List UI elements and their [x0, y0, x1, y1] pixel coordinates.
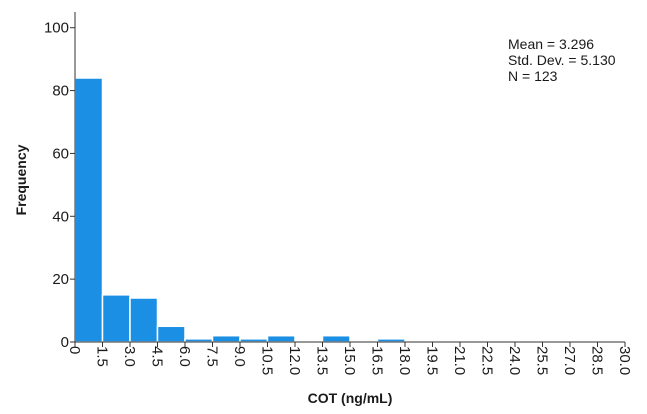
y-tick-label: 60 [52, 145, 69, 162]
y-tick-label: 80 [52, 83, 69, 100]
x-tick-label: 16.5 [369, 346, 386, 375]
x-tick-label: 7.5 [204, 346, 221, 367]
x-tick-label: 24.0 [506, 346, 523, 375]
y-axis-ticks: 0 20 40 60 80 100 [44, 20, 75, 351]
x-axis-title: COT (ng/mL) [308, 390, 393, 406]
histogram-bar [101, 294, 131, 343]
x-tick-label: 12.0 [286, 346, 303, 375]
x-tick-label: 28.5 [589, 346, 606, 375]
stats-line: Std. Dev. = 5.130 [508, 52, 616, 68]
x-tick-label: 21.0 [451, 346, 468, 375]
histogram-bar [266, 334, 296, 343]
x-tick-label: 25.5 [534, 346, 551, 375]
y-tick-label: 20 [52, 271, 69, 288]
x-tick-label: 9.0 [231, 346, 248, 367]
histogram-bar [74, 77, 104, 343]
x-tick-label: 19.5 [424, 346, 441, 375]
x-tick-label: 22.5 [479, 346, 496, 375]
x-tick-label: 1.5 [94, 346, 111, 367]
x-tick-label: 10.5 [259, 346, 276, 375]
y-axis-title: Frequency [13, 144, 29, 215]
x-tick-label: 13.5 [314, 346, 331, 375]
x-tick-label: 3.0 [121, 346, 138, 367]
stats-line: N = 123 [508, 68, 558, 84]
x-tick-label: 27.0 [561, 346, 578, 375]
x-tick-label: 15.0 [341, 346, 358, 375]
x-tick-label: 6.0 [176, 346, 193, 367]
x-tick-label: 18.0 [396, 346, 413, 375]
x-tick-label: 4.5 [149, 346, 166, 367]
x-tick-label: 30.0 [616, 346, 633, 375]
histogram-bar [129, 297, 159, 343]
stats-line: Mean = 3.296 [508, 36, 594, 52]
y-tick-label: 40 [52, 208, 69, 225]
y-tick-label: 100 [44, 20, 69, 37]
x-axis-ticks: 0 1.5 3.0 4.5 6.0 7.5 9.0 10.5 12.0 13.5 15.0 16.5 1… [66, 342, 633, 375]
histogram-bar [211, 334, 241, 343]
y-tick-label: 0 [61, 334, 69, 351]
histogram-bar [321, 334, 351, 343]
histogram-bars [74, 77, 406, 343]
x-tick-label: 0 [66, 346, 83, 354]
histogram-bar [156, 325, 186, 343]
